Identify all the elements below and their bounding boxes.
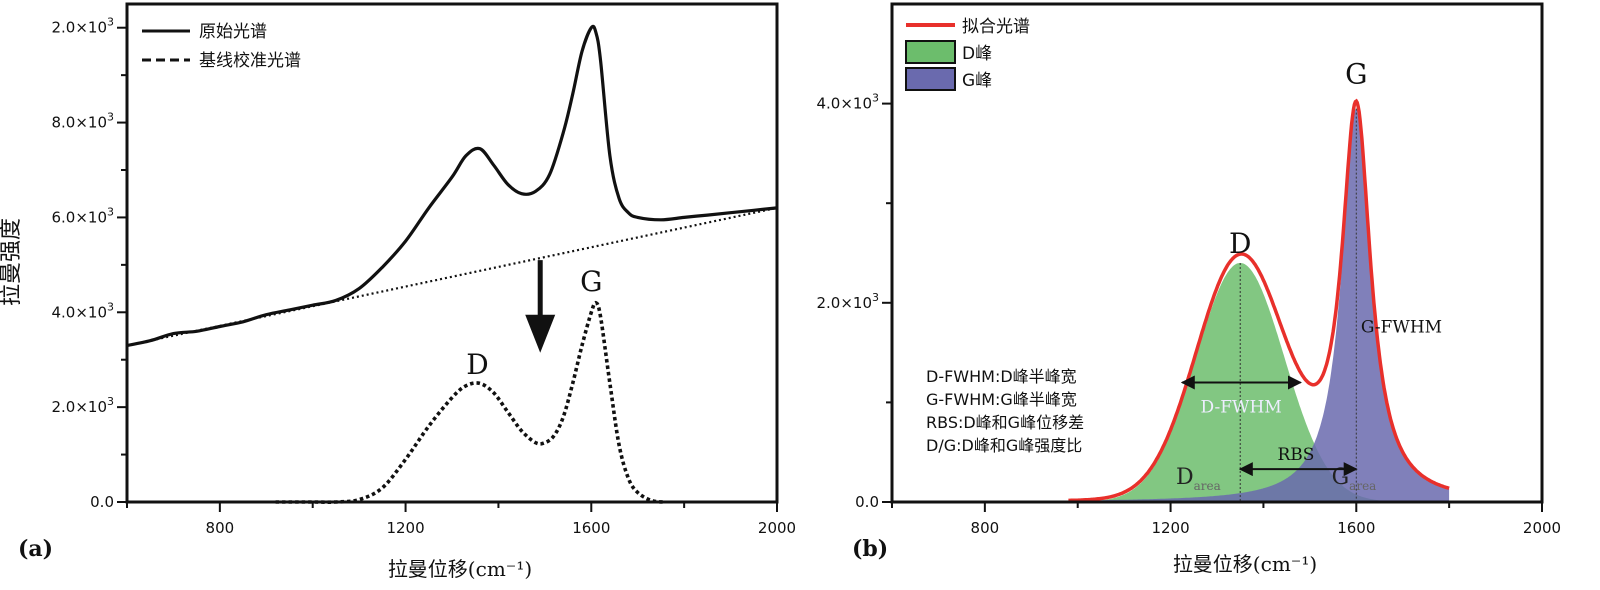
note-line-0: D-FWHM:D峰半峰宽	[926, 367, 1077, 386]
y-tick-label-5: 2.0×103	[51, 16, 114, 37]
note-line-2: RBS:D峰和G峰位移差	[926, 413, 1084, 432]
fitted-spectrum-line	[1068, 98, 1450, 503]
x-tick-label-2000: 2000	[758, 519, 796, 537]
peak-label-g: G	[580, 265, 602, 298]
y-tick-label-0: 0.0	[90, 493, 114, 511]
y-tick-label-0: 0.0	[855, 493, 879, 511]
note-line-1: G-FWHM:G峰半峰宽	[926, 390, 1077, 409]
annotation-rbs: RBS	[1277, 445, 1314, 465]
panel-b-x-axis-label: 拉曼位移(cm⁻¹)	[1173, 552, 1317, 576]
panel-a-x-axis-label: 拉曼位移(cm⁻¹)	[388, 557, 532, 581]
x-tick-label-800: 800	[971, 519, 1000, 537]
legend-label-fit: 拟合光谱	[962, 17, 1030, 37]
y-tick-label-3: 6.0×103	[51, 205, 114, 226]
legend-d-swatch	[905, 40, 956, 64]
y-tick-label-2: 4.0×103	[816, 92, 879, 113]
x-tick-label-800: 800	[206, 519, 235, 537]
y-tick-label-1: 2.0×103	[816, 291, 879, 312]
panel-b-notes: D-FWHM:D峰半峰宽 G-FWHM:G峰半峰宽 RBS:D峰和G峰位移差 D/G:…	[926, 367, 1084, 455]
legend-label-baseline: 基线校准光谱	[199, 51, 301, 71]
y-tick-label-1: 2.0×103	[51, 395, 114, 416]
series-baseline-line	[126, 206, 778, 347]
panel-a-frame	[125, 2, 779, 504]
y-tick-label-4: 8.0×103	[51, 111, 114, 132]
legend-label-d-peak: D峰	[962, 44, 992, 64]
legend-g-swatch	[905, 67, 956, 91]
panel-a-legend: 原始光谱 基线校准光谱	[142, 22, 301, 71]
baseline-correction-arrow-head	[525, 314, 556, 353]
note-line-3: D/G:D峰和G峰强度比	[926, 436, 1082, 455]
annotation-d: D	[1229, 227, 1251, 260]
panel-b-legend: 拟合光谱 D峰 G峰	[905, 17, 1030, 91]
x-tick-label-1600: 1600	[1337, 519, 1375, 537]
panel-a-y-axis-label: 拉曼强度	[0, 218, 24, 306]
x-tick-label-1200: 1200	[386, 519, 424, 537]
panel-b-frame	[890, 2, 1544, 504]
annotation-g-fwhm: G-FWHM	[1361, 318, 1442, 338]
panel-a-label: (a)	[18, 536, 53, 562]
g-peak-area	[1068, 108, 1450, 502]
panel-b-label: (b)	[852, 536, 888, 562]
series-raw-spectrum	[126, 24, 778, 348]
area-label-d: Darea	[1176, 465, 1221, 493]
panel-a: D G 800 1200 1600 2000 0.0 2.0×103 4.0×103 6.0×…	[0, 2, 796, 581]
legend-label-g-peak: G峰	[962, 71, 992, 91]
x-tick-label-2000: 2000	[1523, 519, 1561, 537]
x-tick-label-1600: 1600	[572, 519, 610, 537]
legend-label-raw: 原始光谱	[199, 22, 267, 42]
y-tick-label-2: 4.0×103	[51, 300, 114, 321]
series-baseline-corrected-spectrum	[275, 300, 666, 504]
peak-label-d: D	[466, 348, 488, 381]
annotation-d-fwhm: D-FWHM	[1201, 397, 1282, 417]
annotation-g: G	[1345, 58, 1367, 91]
x-tick-label-1200: 1200	[1151, 519, 1189, 537]
